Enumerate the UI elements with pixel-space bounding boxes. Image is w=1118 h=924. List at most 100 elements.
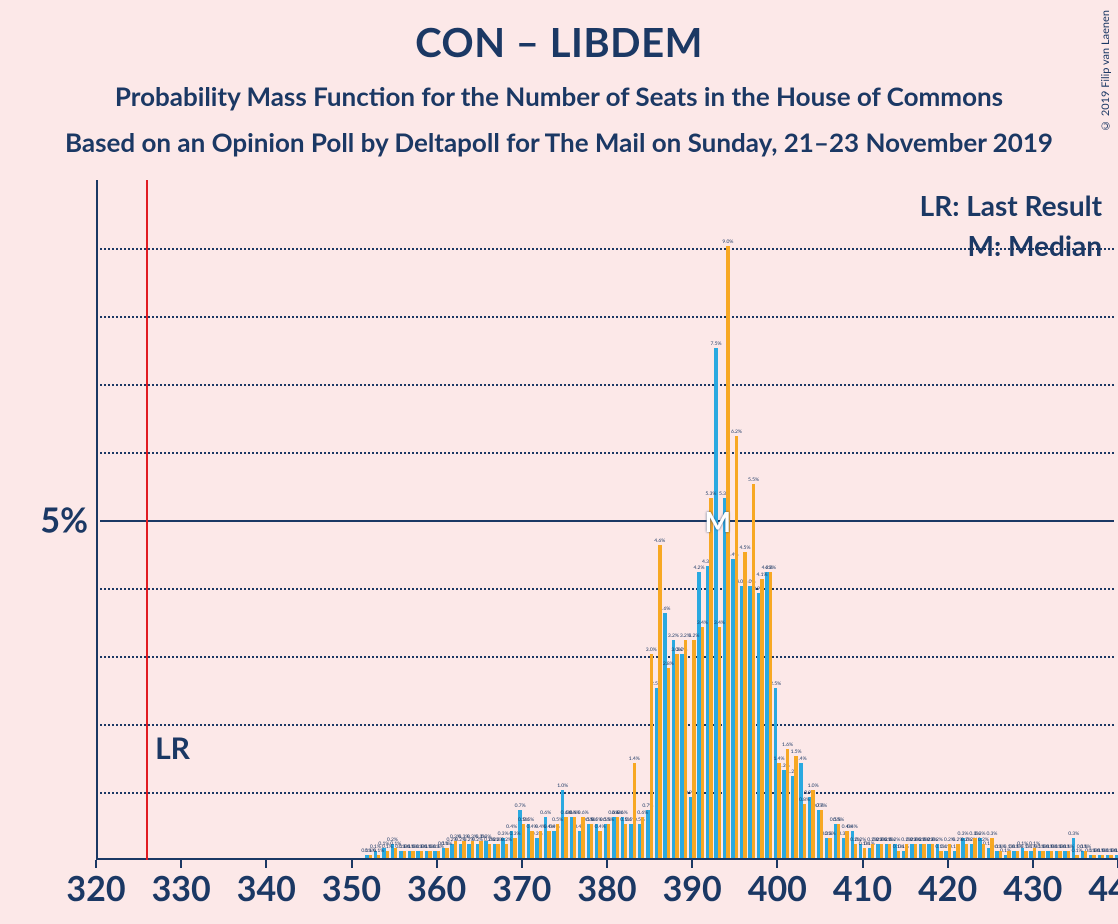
bar-series-orange — [871, 844, 874, 858]
bar-series-orange — [1067, 851, 1070, 858]
bar-series-orange — [811, 790, 814, 858]
bar-series-orange — [1016, 851, 1019, 858]
bar-series-orange — [420, 851, 423, 858]
bar-value-label: 0.7% — [515, 803, 526, 809]
bar-value-label: 0.5% — [833, 817, 844, 823]
bar-series-orange — [845, 831, 848, 858]
bar-series-orange — [488, 844, 491, 858]
x-axis-label: 330 — [152, 868, 211, 909]
bar-series-orange — [939, 851, 942, 858]
x-tick — [606, 860, 608, 868]
x-axis-label: 420 — [918, 868, 977, 909]
bar-series-orange — [675, 654, 678, 858]
bar-value-label: 4.2% — [765, 565, 776, 571]
bar-value-label: 0.3% — [498, 831, 509, 837]
bar-series-orange — [982, 844, 985, 858]
x-tick — [265, 860, 267, 868]
bar-series-orange — [948, 844, 951, 858]
bar-series-orange — [581, 817, 584, 858]
bar-series-orange — [437, 851, 440, 858]
bar-value-label: 0.3% — [1068, 831, 1079, 837]
bar-series-orange — [556, 824, 559, 858]
bar-value-label: 1.0% — [808, 783, 819, 789]
x-axis-label: 400 — [748, 868, 807, 909]
bar-series-orange — [854, 844, 857, 858]
x-tick — [521, 860, 523, 868]
x-tick — [776, 860, 778, 868]
bar-series-orange — [786, 749, 789, 858]
bar-series-orange — [684, 640, 687, 858]
bar-series-orange — [539, 831, 542, 858]
bar-series-orange — [607, 824, 610, 858]
bar-series-orange — [411, 851, 414, 858]
gridline-minor — [100, 588, 1114, 590]
bar-value-label: 0.7% — [816, 803, 827, 809]
x-axis-label: 340 — [237, 868, 296, 909]
bar-series-orange — [1024, 851, 1027, 858]
bar-series-orange — [1084, 851, 1087, 858]
gridline-minor — [100, 452, 1114, 454]
last-result-line — [146, 180, 148, 860]
bar-series-orange — [573, 817, 576, 858]
bar-series-orange — [650, 654, 653, 858]
gridline-minor — [100, 656, 1114, 658]
chart-subtitle-1: Probability Mass Function for the Number… — [0, 80, 1118, 112]
bar-series-orange — [1075, 855, 1078, 858]
bar-series-orange — [667, 668, 670, 858]
bar-value-label: 4.2% — [693, 565, 704, 571]
x-tick — [947, 860, 949, 868]
bar-value-label: 0.1% — [893, 844, 904, 850]
bar-value-label: 0.2% — [927, 837, 938, 843]
bar-value-label: 0.5% — [586, 817, 597, 823]
bar-series-orange — [820, 810, 823, 858]
bar-series-orange — [454, 841, 457, 858]
bar-series-orange — [880, 844, 883, 858]
x-axis-label: 370 — [492, 868, 551, 909]
bar-value-label: 0.6% — [540, 810, 551, 816]
bar-series-orange — [1109, 855, 1112, 858]
x-axis-label: 320 — [66, 868, 125, 909]
bar-value-label: 3.2% — [668, 633, 679, 639]
bar-value-label: 5.3% — [705, 491, 716, 497]
x-axis-label: 350 — [322, 868, 381, 909]
gridline-minor — [100, 248, 1114, 250]
x-tick — [862, 860, 864, 868]
bar-series-orange — [462, 841, 465, 858]
x-tick — [180, 860, 182, 868]
x-tick — [691, 860, 693, 868]
bar-series-orange — [752, 484, 755, 858]
bar-series-orange — [999, 851, 1002, 858]
copyright-text: © 2019 Filip van Laenen — [1099, 10, 1112, 132]
bar-value-label: 7.5% — [711, 341, 722, 347]
bar-series-orange — [769, 572, 772, 858]
bar-value-label: 0.5% — [552, 817, 563, 823]
bar-series-orange — [598, 831, 601, 858]
x-axis-label: 440 — [1088, 868, 1118, 909]
bar-series-orange — [1058, 851, 1061, 858]
bar-series-orange — [922, 844, 925, 858]
bar-series-orange — [513, 838, 516, 858]
bar-series-orange — [905, 844, 908, 858]
gridline-major — [100, 520, 1114, 522]
bar-series-orange — [386, 851, 389, 858]
bar-value-label: 0.6% — [578, 810, 589, 816]
x-tick — [1032, 860, 1034, 868]
bar-value-label: 0.3% — [986, 831, 997, 837]
bar-series-orange — [445, 848, 448, 858]
chart-title: CON – LIBDEM — [0, 0, 1118, 66]
y-axis-label: 5% — [40, 500, 88, 541]
x-tick — [436, 860, 438, 868]
bar-series-orange — [633, 763, 636, 858]
bar-value-label: 3.2% — [688, 633, 699, 639]
bar-series-orange — [530, 831, 533, 858]
bar-series-orange — [931, 844, 934, 858]
bar-value-label: 0.5% — [620, 817, 631, 823]
bar-series-orange — [394, 848, 397, 858]
legend-median: M: Median — [968, 228, 1102, 262]
bar-series-orange — [428, 851, 431, 858]
bar-series-orange — [658, 545, 661, 858]
gridline-minor — [100, 316, 1114, 318]
bar-series-orange — [777, 763, 780, 858]
bar-series-orange — [726, 246, 729, 858]
gridline-minor — [100, 724, 1114, 726]
